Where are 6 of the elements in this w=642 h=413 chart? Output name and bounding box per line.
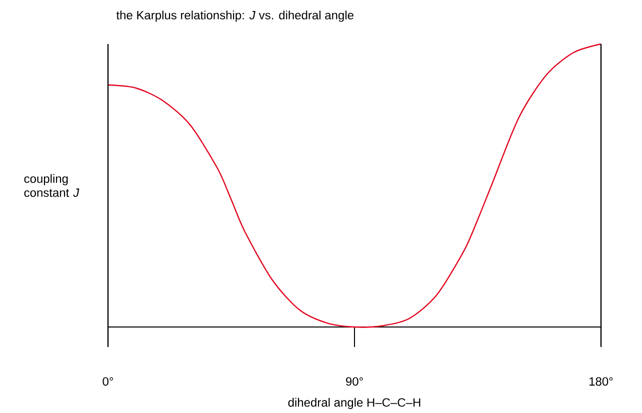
x-tick-label: 90° (346, 377, 363, 386)
x-axis-title: dihedral angle H–C–C–H (288, 398, 420, 410)
x-tick-label: 180° (590, 377, 613, 386)
y-axis-title: coupling constant J (24, 174, 80, 197)
chart-title: the Karplus relationship: J vs. dihedral angle (116, 10, 354, 22)
x-tick-label: 0° (102, 377, 114, 386)
